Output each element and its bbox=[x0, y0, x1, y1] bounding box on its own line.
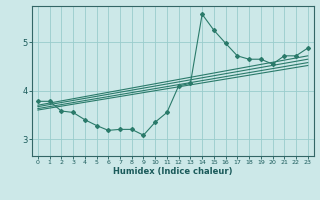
X-axis label: Humidex (Indice chaleur): Humidex (Indice chaleur) bbox=[113, 167, 233, 176]
